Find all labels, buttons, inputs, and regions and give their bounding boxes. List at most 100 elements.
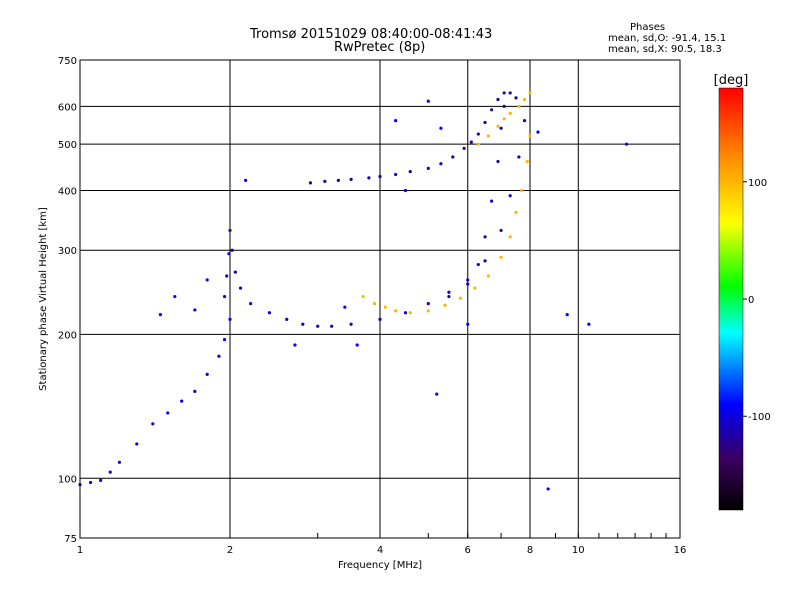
echo-point (426, 99, 430, 103)
colorbar-tick-label: 0 (748, 295, 754, 306)
phase-stats-x-mode: mean, sd,X: 90.5, 18.3 (608, 44, 722, 55)
echo-point (228, 317, 232, 321)
axis-ticks: 1 2 4 6 8 10 16 75 100 200 300 400 500 600 750 (58, 56, 686, 556)
echo-point (222, 294, 227, 299)
echo-point (193, 389, 197, 393)
echo-point (426, 301, 430, 306)
phase-colorbar (718, 87, 744, 511)
echo-point (367, 176, 371, 180)
phase-stats-o-mode: mean, sd,O: -91.4, 15.1 (608, 33, 727, 44)
echo-point (439, 162, 443, 166)
x-tick-label: 8 (527, 545, 533, 556)
phase-stats-title: Phases (630, 22, 666, 33)
x-tick-label: 10 (572, 545, 585, 556)
echo-point (502, 91, 506, 95)
echo-point (508, 194, 512, 198)
echo-point (301, 322, 305, 326)
y-tick-label: 75 (64, 534, 77, 545)
echo-point (499, 126, 503, 130)
echo-point (508, 235, 512, 239)
y-tick-label: 600 (58, 102, 77, 113)
echo-point (496, 97, 500, 102)
echo-point (435, 392, 439, 396)
y-tick-label: 400 (58, 186, 77, 197)
echo-point (244, 178, 248, 182)
echo-point (486, 274, 490, 278)
echo-point (383, 305, 387, 309)
echo-point (624, 142, 629, 146)
echo-point (473, 286, 477, 290)
echo-point (361, 294, 365, 299)
echo-point (466, 322, 470, 326)
grid (79, 59, 681, 539)
echo-point (293, 343, 297, 347)
echo-point (394, 172, 398, 177)
echo-point (285, 317, 289, 321)
echo-point (525, 159, 529, 164)
echo-point (108, 470, 112, 474)
echo-point (502, 104, 506, 108)
echo-point (217, 354, 221, 358)
echo-point (323, 179, 327, 183)
echo-point (514, 210, 518, 214)
echo-point (173, 294, 177, 299)
echo-point (349, 177, 353, 181)
echo-point (517, 155, 521, 159)
echo-point (408, 170, 412, 174)
echo-point (336, 178, 340, 182)
echo-point (517, 104, 521, 108)
echo-point (508, 91, 512, 95)
echo-point (496, 159, 500, 164)
echo-point (528, 91, 532, 95)
plot-subtitle: RwPretec (8p) (334, 40, 426, 55)
echo-point (227, 252, 231, 256)
y-tick-label: 750 (58, 56, 77, 67)
echo-point (508, 111, 512, 115)
echo-point (394, 309, 398, 313)
echo-point (135, 442, 139, 446)
echo-point (483, 120, 487, 125)
echo-point (249, 301, 253, 306)
echo-point (378, 174, 382, 179)
y-tick-label: 300 (58, 246, 77, 257)
echo-point (476, 132, 480, 136)
echo-point (394, 119, 398, 123)
echo-point (166, 411, 170, 415)
echo-point (528, 134, 532, 138)
echo-point (99, 478, 103, 482)
echo-point (426, 309, 430, 313)
colorbar-tick-label: 100 (748, 178, 767, 189)
echo-point (587, 322, 591, 326)
echo-point (408, 311, 412, 315)
echo-point (267, 311, 272, 315)
echo-point (403, 311, 408, 315)
y-tick-label: 500 (58, 140, 77, 151)
echo-point (378, 317, 382, 321)
echo-point (520, 188, 524, 193)
echo-point (469, 140, 473, 144)
echo-point (330, 324, 334, 328)
echo-point (233, 270, 237, 274)
echo-point (447, 294, 451, 299)
echo-point (522, 119, 527, 123)
echo-point (158, 313, 163, 317)
x-tick-label: 6 (465, 545, 471, 556)
echo-point (225, 274, 229, 278)
echo-point (502, 117, 506, 121)
echo-point (180, 399, 184, 403)
y-tick-label: 100 (58, 474, 77, 485)
echo-point (228, 228, 232, 233)
echo-point (514, 96, 518, 100)
echo-point (499, 228, 503, 233)
echo-point (238, 286, 243, 290)
echo-point (483, 235, 487, 239)
x-tick-label: 4 (377, 545, 383, 556)
plot-title: Tromsø 20151029 08:40:00-08:41:43 (250, 27, 493, 42)
echo-point (447, 290, 451, 294)
echo-point (443, 303, 447, 307)
echo-point (426, 166, 430, 170)
echo-point (355, 343, 359, 347)
x-tick-label: 16 (674, 545, 687, 556)
colorbar-tick-label: -100 (748, 412, 771, 423)
